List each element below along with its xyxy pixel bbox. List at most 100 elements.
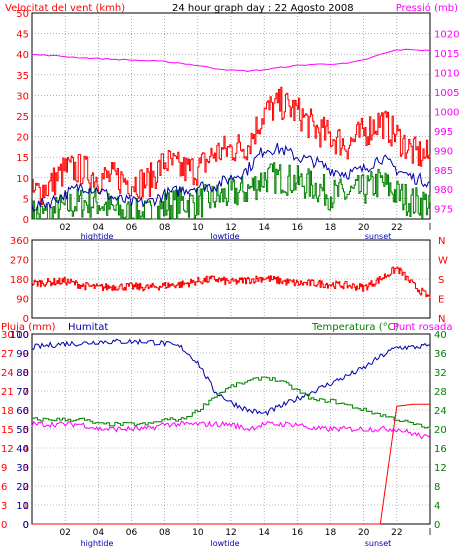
x-tick-label: 12 (225, 223, 236, 233)
outer-left-tick-label: 6 (1, 482, 7, 493)
wind-tick-label: 0 (23, 215, 29, 226)
humidity-tick-label: 30 (16, 463, 29, 474)
compass-letter: S (438, 275, 444, 286)
temperature-tick-label: 28 (434, 387, 447, 398)
rain-tick-label: 5 (23, 425, 29, 436)
rain-tick-label: 10 (16, 330, 29, 341)
temperature-tick-label: 12 (434, 463, 447, 474)
lowtide-label-bottom: lowtide (210, 539, 239, 548)
x-tick-label: l (429, 528, 432, 538)
humidity-tick-label: 40 (16, 444, 29, 455)
wind-tick-label: 30 (16, 91, 29, 102)
wind-tick-label: 40 (16, 50, 29, 61)
rain-axis-label: Pluja (mm) (1, 322, 56, 333)
wind-tick-label: 50 (16, 9, 29, 20)
temperature-tick-label: 20 (434, 425, 447, 436)
hightide-label-top: hightide (81, 232, 114, 241)
rain-tick-label: 2 (23, 482, 29, 493)
outer-left-tick-label: 24 (1, 368, 14, 379)
x-tick-label: 04 (93, 528, 105, 538)
x-tick-label: 18 (325, 528, 337, 538)
direction-tick-label: 270 (10, 256, 29, 267)
temperature-tick-label: 0 (434, 520, 440, 531)
x-tick-label: 14 (258, 528, 270, 538)
wind-axis-label: Velocitat del vent (kmh) (5, 3, 125, 14)
temperature-axis-label: Temperatura (°C) (311, 322, 399, 333)
temperature-tick-label: 4 (434, 501, 440, 512)
rain-tick-label: 3 (23, 463, 29, 474)
humidity-tick-label: 10 (16, 501, 29, 512)
sunset-label-bottom: sunset (365, 539, 392, 548)
humidity-tick-label: 60 (16, 406, 29, 417)
rain-tick-label: 7 (23, 387, 29, 398)
rain-tick-label: 1 (23, 501, 29, 512)
x-tick-label: 10 (192, 223, 204, 233)
x-tick-label: 14 (258, 223, 270, 233)
rain-line (32, 403, 430, 525)
rain-tick-label: 8 (23, 368, 29, 379)
x-tick-label: l (429, 223, 432, 233)
pressure-tick-label: 980 (434, 185, 453, 196)
rain-tick-label: 4 (23, 444, 29, 455)
pressure-tick-label: 1010 (434, 69, 459, 80)
compass-letter: N (438, 236, 445, 247)
x-tick-label: 18 (325, 223, 337, 233)
outer-left-tick-label: 3 (1, 501, 7, 512)
rain-tick-label: 0 (23, 520, 29, 531)
direction-tick-label: 90 (16, 295, 29, 306)
direction-line (32, 266, 431, 299)
pressure-axis-label: Pressió (mb) (396, 2, 458, 14)
compass-letter: W (438, 256, 448, 267)
x-tick-label: 12 (225, 528, 236, 538)
humidity-tick-label: 100 (10, 330, 29, 341)
pressure-tick-label: 975 (434, 205, 453, 216)
x-tick-label: 02 (59, 528, 70, 538)
wind-tick-label: 20 (16, 133, 29, 144)
outer-left-tick-label: 27 (1, 349, 14, 360)
humidity-tick-label: 0 (23, 520, 29, 531)
wind-gust-line (32, 86, 431, 206)
x-tick-label: 16 (292, 223, 304, 233)
humidity-line (31, 338, 431, 417)
compass-letter: E (438, 295, 444, 306)
x-tick-label: 04 (93, 223, 105, 233)
pressure-tick-label: 995 (434, 127, 453, 138)
outer-left-tick-label: 21 (1, 387, 14, 398)
temperature-tick-label: 8 (434, 482, 440, 493)
humidity-tick-label: 90 (16, 349, 29, 360)
x-tick-label: 20 (358, 528, 370, 538)
temperature-tick-label: 36 (434, 349, 447, 360)
hightide-label-bottom: hightide (81, 539, 114, 548)
outer-left-tick-label: 30 (1, 330, 14, 341)
wind-average-line (31, 142, 431, 212)
pressure-tick-label: 1000 (434, 107, 459, 118)
humidity-tick-label: 80 (16, 368, 29, 379)
x-tick-label: 06 (126, 528, 138, 538)
direction-tick-label: 0 (23, 314, 29, 325)
humidity-axis-label: Humitat (68, 322, 108, 333)
wind-tick-label: 5 (23, 194, 29, 205)
dewpoint-line (31, 420, 431, 440)
temperature-tick-label: 40 (434, 330, 447, 341)
x-tick-label: 22 (391, 223, 402, 233)
x-tick-label: 10 (192, 528, 204, 538)
pressure-tick-label: 990 (434, 146, 453, 157)
humidity-tick-label: 20 (16, 482, 29, 493)
x-tick-label: 22 (391, 528, 402, 538)
wind-tick-label: 45 (16, 30, 29, 41)
temperature-tick-label: 32 (434, 368, 447, 379)
lowtide-label-top: lowtide (210, 232, 239, 241)
wind-tick-label: 10 (16, 174, 29, 185)
pressure-line (31, 48, 431, 73)
pressure-tick-label: 1005 (434, 88, 459, 99)
wind-minimum-line (32, 162, 431, 220)
compass-letter: N (438, 314, 445, 325)
x-tick-label: 02 (59, 223, 70, 233)
outer-left-tick-label: 0 (1, 520, 7, 531)
humidity-tick-label: 70 (16, 387, 29, 398)
temperature-tick-label: 24 (434, 406, 447, 417)
wind-tick-label: 25 (16, 112, 29, 123)
rain-tick-label: 6 (23, 406, 29, 417)
x-tick-label: 08 (159, 528, 171, 538)
